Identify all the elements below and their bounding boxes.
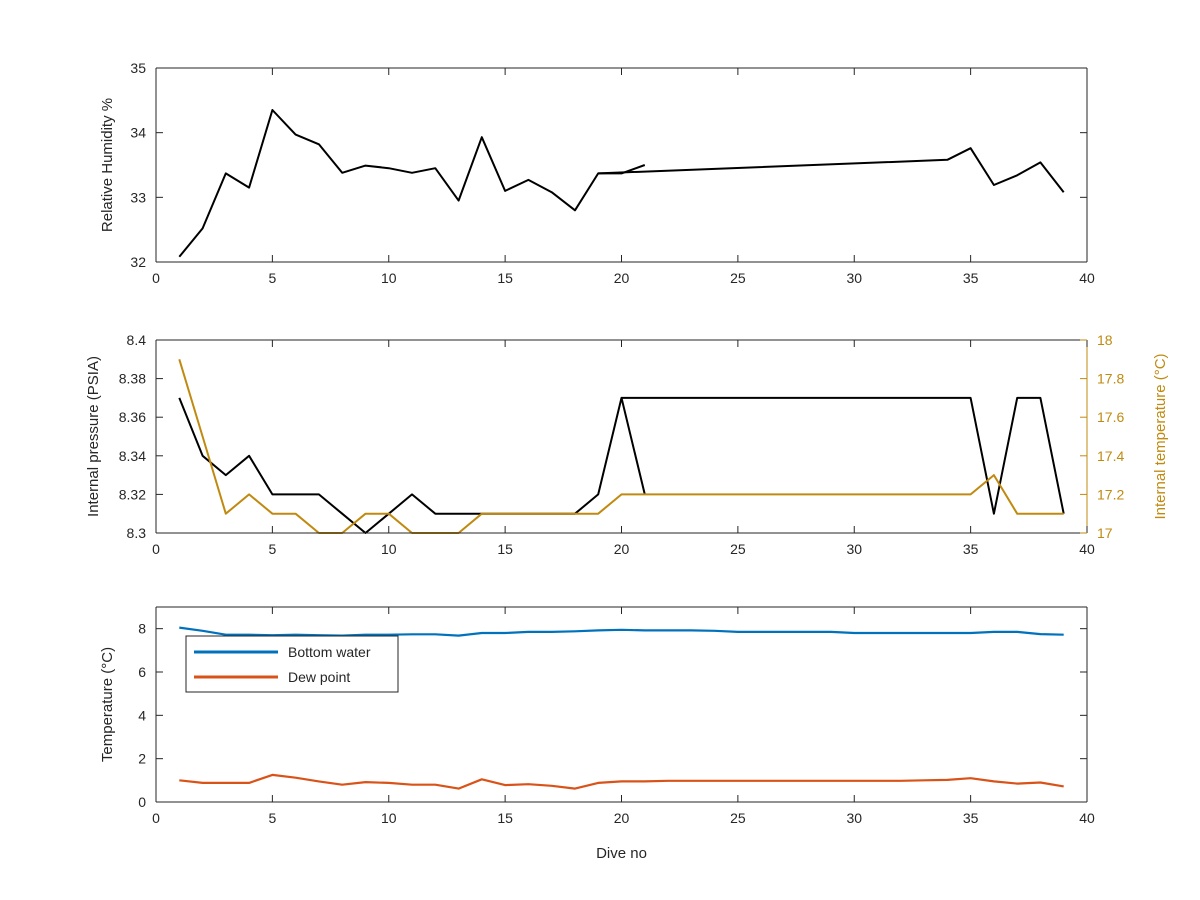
series-line-1-1 (178, 109, 646, 258)
x-tick-label: 25 (730, 270, 746, 286)
y-tick-label: 33 (130, 189, 146, 205)
chart-panel-3: 0 5 10 15 20 25 30 35 40 0 2 4 6 8 Temperature (°C) Div… (99, 606, 1095, 862)
y2-tick-label: 17.4 (1097, 448, 1124, 464)
x-tick-label: 15 (497, 810, 513, 826)
x-tick-label: 10 (381, 810, 397, 826)
x-tick-label: 20 (614, 270, 630, 286)
x-tick-label: 35 (963, 541, 979, 557)
legend-entry: Dew point (288, 669, 350, 685)
x-tick-label: 5 (268, 270, 276, 286)
series-line-dew-point (179, 773, 1064, 790)
series-line-1-2 (598, 147, 1065, 193)
x-tick-label: 0 (152, 270, 160, 286)
y-axis-label: Internal pressure (PSIA) (85, 356, 102, 517)
x-tick-label: 20 (614, 541, 630, 557)
x-tick-label: 20 (614, 810, 630, 826)
x-tick-label: 40 (1079, 541, 1095, 557)
chart-panel-1: 0 5 10 15 20 25 30 35 40 32 33 34 35 Relative Humidit… (99, 60, 1095, 286)
y-tick-label: 4 (138, 707, 146, 723)
y-tick-label: 8 (138, 621, 146, 637)
x-tick-label: 30 (846, 541, 862, 557)
y-axis-label: Temperature (°C) (99, 647, 116, 762)
chart-panel-2: 0 5 10 15 20 25 30 35 40 8.3 8.32 8.34 8.36 8.38 8.4 17… (85, 332, 1169, 557)
plot-area (156, 68, 1087, 262)
x-tick-label: 15 (497, 541, 513, 557)
y-tick-label: 8.32 (119, 486, 146, 502)
x-tick-label: 40 (1079, 810, 1095, 826)
legend: Bottom water Dew point (185, 635, 399, 693)
y2-tick-label: 18 (1097, 332, 1113, 348)
x-tick-label: 15 (497, 270, 513, 286)
y-tick-label: 32 (130, 254, 146, 270)
y2-tick-label: 17 (1097, 525, 1113, 541)
y-tick-label: 8.36 (119, 409, 146, 425)
y2-tick-label: 17.2 (1097, 486, 1124, 502)
y-tick-label: 8.4 (127, 332, 147, 348)
y2-tick-label: 17.8 (1097, 371, 1124, 387)
y-tick-label: 8.34 (119, 448, 146, 464)
legend-box (185, 635, 399, 693)
series-line-bottom-water (179, 626, 1064, 637)
x-tick-label: 30 (846, 810, 862, 826)
y-tick-label: 8.3 (127, 525, 147, 541)
series-line-2-3 (178, 359, 1064, 534)
x-tick-label: 30 (846, 270, 862, 286)
y-axis-label: Relative Humidity % (99, 98, 116, 232)
x-axis-label: Dive no (596, 845, 647, 862)
x-tick-label: 25 (730, 541, 746, 557)
y-tick-label: 8.38 (119, 371, 146, 387)
x-tick-label: 40 (1079, 270, 1095, 286)
plot-area (156, 340, 1087, 533)
y2-axis-label: Internal temperature (°C) (1152, 353, 1169, 519)
y-tick-label: 6 (138, 664, 146, 680)
x-tick-label: 35 (963, 810, 979, 826)
legend-entry: Bottom water (288, 644, 371, 660)
y2-tick-label: 17.6 (1097, 409, 1124, 425)
series-line-2-2 (621, 396, 1065, 515)
x-tick-label: 0 (152, 810, 160, 826)
x-tick-label: 0 (152, 541, 160, 557)
y-tick-label: 34 (130, 125, 146, 141)
x-tick-label: 25 (730, 810, 746, 826)
x-tick-label: 5 (268, 541, 276, 557)
y-tick-label: 35 (130, 60, 146, 76)
y-tick-label: 2 (138, 751, 146, 767)
x-tick-label: 10 (381, 270, 397, 286)
y-tick-label: 0 (138, 794, 146, 810)
x-tick-label: 35 (963, 270, 979, 286)
x-tick-label: 5 (268, 810, 276, 826)
x-tick-label: 10 (381, 541, 397, 557)
